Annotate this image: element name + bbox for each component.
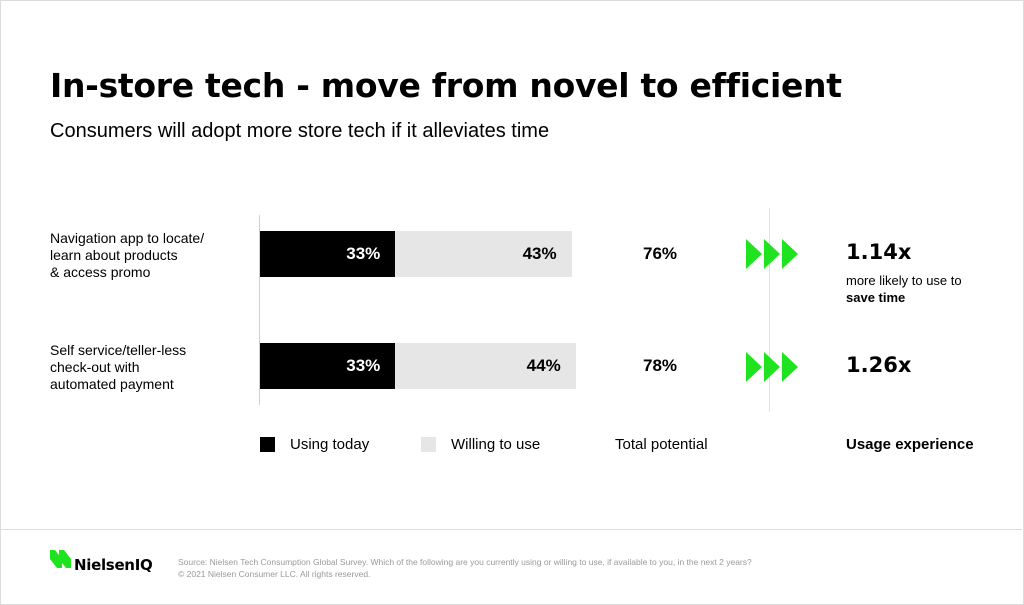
nielseniq-logo-text: NielsenIQ: [74, 556, 153, 574]
total-potential-1: 78%: [643, 356, 678, 375]
copyright-text: © 2021 Nielsen Consumer LLC. All rights …: [178, 569, 371, 579]
chart-axis-line: [259, 215, 260, 405]
page-title: In-store tech - move from novel to effic…: [50, 66, 842, 105]
footer-source: Source: Nielsen Tech Consumption Global …: [178, 556, 752, 580]
category-label-0: Navigation app to locate/ learn about pr…: [50, 230, 250, 281]
footer-divider: [1, 529, 1022, 530]
bar-using-today-1: [260, 343, 396, 389]
legend-swatch-willing-to-use: [421, 437, 436, 452]
page-subtitle: Consumers will adopt more store tech if …: [50, 120, 550, 142]
note-bold: save time: [846, 289, 1006, 306]
bar-label-willing-to-use-0: 43%: [522, 244, 557, 263]
legend-willing-to-use: Willing to use: [451, 436, 541, 453]
category-label-1-line-3: automated payment: [50, 376, 174, 392]
category-label-1-line-2: check-out with: [50, 359, 140, 375]
triple-arrow-icon: [746, 239, 798, 269]
source-text: Source: Nielsen Tech Consumption Global …: [178, 557, 752, 567]
bar-label-willing-to-use-1: 44%: [526, 356, 561, 375]
legend-usage-experience: Usage experience: [846, 436, 974, 453]
legend-using-today: Using today: [290, 436, 370, 453]
category-label-0-line-1: Navigation app to locate/: [50, 230, 205, 246]
total-potential-0: 76%: [643, 244, 678, 263]
nielseniq-logo-icon: [50, 550, 71, 568]
bar-label-using-today-1: 33%: [346, 356, 381, 375]
category-label-0-line-3: & access promo: [50, 264, 151, 280]
category-label-0-line-2: learn about products: [50, 247, 178, 263]
usage-multiplier-0: 1.14x: [846, 240, 912, 264]
legend-total-potential: Total potential: [615, 436, 708, 453]
multiplier-note: more likely to use to save time: [846, 272, 1006, 306]
bar-willing-to-use-0: [395, 231, 572, 277]
triple-arrow-icon: [746, 352, 798, 382]
note-prefix: more likely to use to: [846, 273, 962, 288]
category-label-1: Self service/teller-less check-out with …: [50, 342, 250, 393]
category-label-1-line-1: Self service/teller-less: [50, 342, 187, 358]
usage-multiplier-1: 1.26x: [846, 353, 912, 377]
bar-willing-to-use-1: [395, 343, 576, 389]
note-bold-text: save time: [846, 290, 906, 305]
column-separator: [769, 208, 770, 412]
legend-swatch-using-today: [260, 437, 275, 452]
bar-label-using-today-0: 33%: [346, 244, 381, 263]
bar-using-today-0: [260, 231, 396, 277]
